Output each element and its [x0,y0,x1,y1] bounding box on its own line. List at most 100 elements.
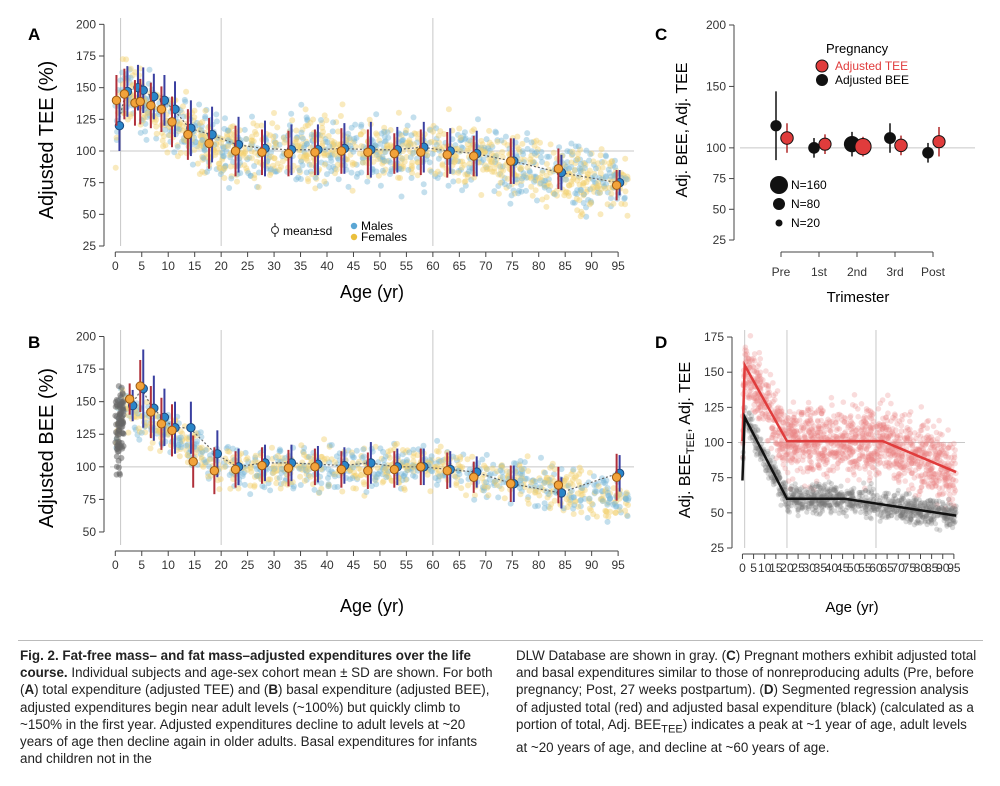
male-point [373,151,380,158]
female-point [321,436,328,443]
male-point [539,167,546,174]
male-point [384,129,391,136]
female-point [330,471,337,478]
y-tick-label: 100 [704,436,724,450]
male-point [586,157,593,164]
female-point [431,139,438,146]
male-point [460,451,467,458]
male-point [408,466,415,473]
female-point [604,201,611,208]
male-point [377,468,384,475]
female-point [202,133,209,140]
female-point [321,112,328,119]
female-point [375,172,382,179]
tee-scatter-point [767,371,774,378]
female-point [550,487,557,494]
tee-scatter-point [907,409,914,415]
male-point [379,167,386,174]
female-point [535,488,542,495]
mean-trend-line [117,87,619,184]
male-point [546,476,553,483]
male-point [304,116,311,123]
female-point [155,414,162,420]
tee-point [854,138,872,156]
female-point [571,166,578,173]
tee-scatter-point [758,376,764,382]
female-point [323,117,330,124]
x-tick-label: 25 [241,558,255,572]
male-point [354,460,361,467]
female-point [374,132,381,138]
female-mean-point [416,147,426,157]
female-point [401,485,408,492]
male-point [133,408,140,415]
female-point [543,474,550,481]
female-point [622,507,629,514]
male-point [499,163,506,170]
female-point [589,185,596,192]
female-point [431,464,438,471]
female-point [620,172,627,179]
female-point [536,180,543,187]
infant-gray-point [113,401,120,408]
male-point [566,492,573,499]
female-point [521,156,528,163]
male-point [282,136,289,143]
male-point [466,168,472,175]
female-point [572,498,579,505]
male-point [623,176,630,183]
male-point [523,136,530,143]
female-point [303,152,310,159]
female-point [267,476,274,483]
female-point [602,488,609,495]
tee-scatter-point [828,394,835,401]
x-tick-label: 30 [267,558,281,572]
y-tick-label: 75 [711,471,725,485]
male-point [350,454,357,461]
female-point [565,193,572,199]
male-point [580,191,587,198]
female-point [226,152,233,158]
female-point [603,508,610,515]
male-point [584,514,591,521]
legend-females-label: Females [361,230,407,244]
female-point [281,139,288,146]
female-point [218,168,225,175]
female-point [270,138,277,145]
female-point [581,487,588,494]
female-point [599,164,606,171]
female-point [251,175,258,182]
legend-bee-swatch [816,74,828,86]
female-point [517,491,524,498]
female-point [276,166,283,173]
female-point [132,69,139,76]
male-point [513,176,520,183]
female-point [518,164,525,171]
female-point [537,139,543,146]
female-point [219,156,226,163]
male-point [558,466,565,473]
male-point [437,171,444,178]
y-tick-label: 25 [713,233,727,247]
female-point [479,475,486,482]
female-point [504,468,510,475]
male-point [603,153,609,160]
legend-males-label: Males [361,219,393,233]
female-point [391,446,398,453]
female-point [595,483,602,490]
male-point [358,123,365,130]
male-point [583,147,590,154]
male-point [606,169,613,176]
male-point [538,154,544,161]
female-point [538,484,545,491]
male-point [272,133,279,140]
male-point [532,482,539,489]
female-point [226,135,232,142]
tee-scatter-point [943,454,949,460]
female-point [201,169,208,176]
female-point [278,462,285,469]
female-point [298,442,305,449]
female-point [567,500,574,507]
y-tick-label: 175 [76,362,96,376]
male-point [296,167,303,174]
